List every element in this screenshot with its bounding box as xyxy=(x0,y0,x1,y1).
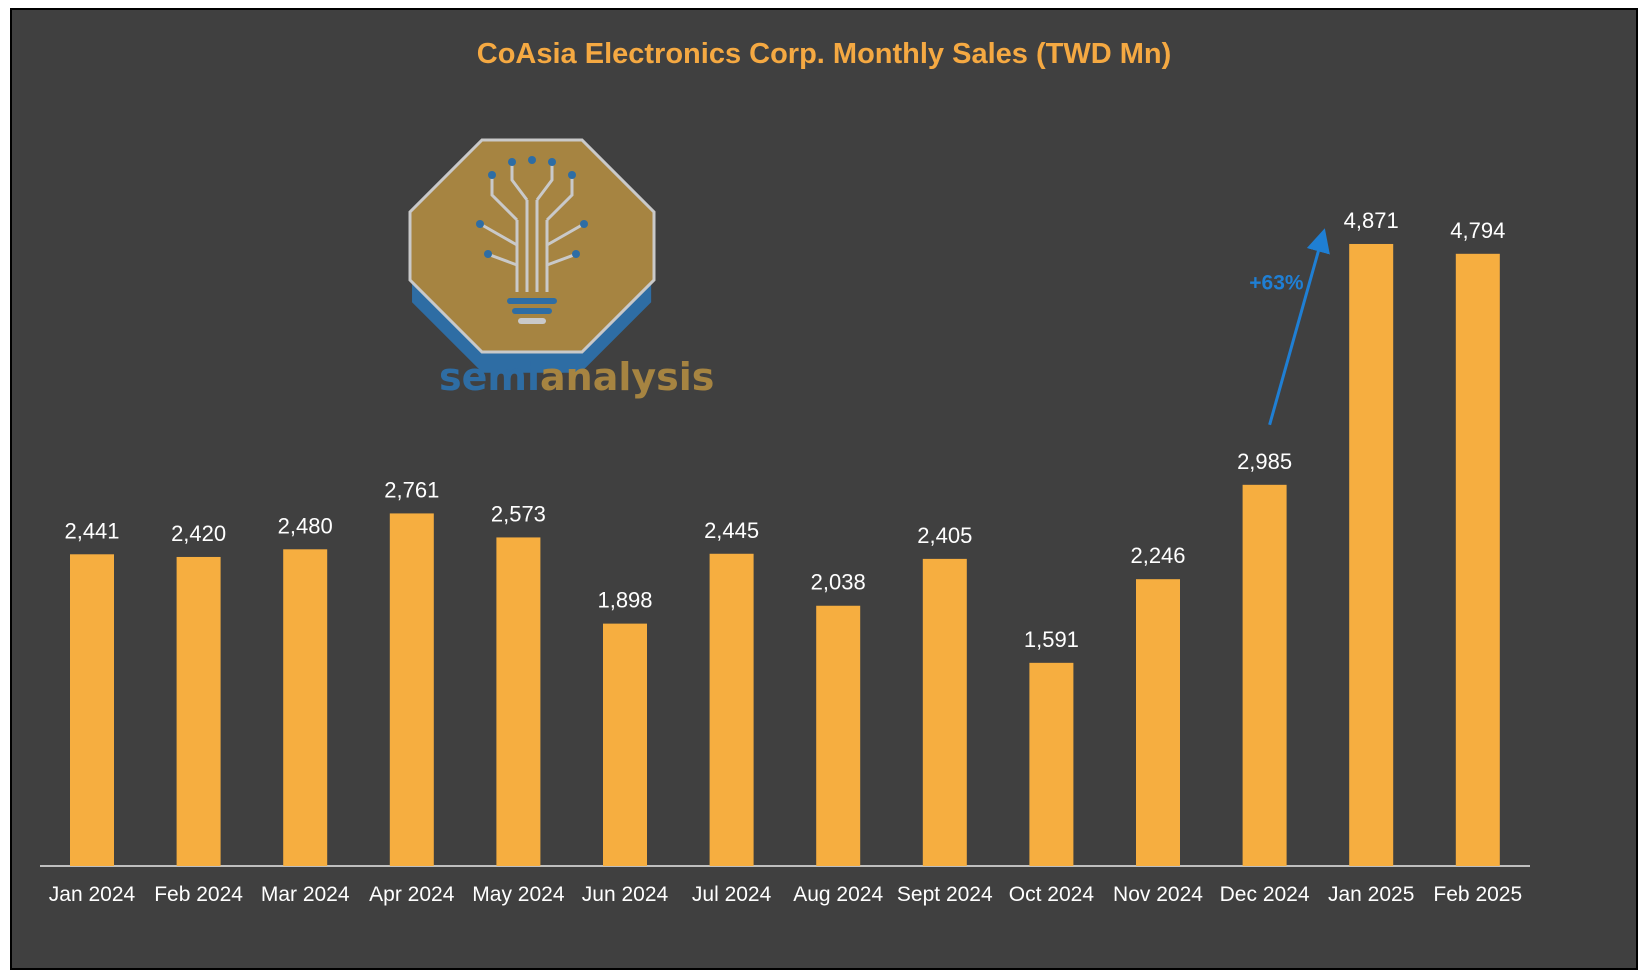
semianalysis-logo: semianalysis xyxy=(408,138,714,399)
category-label: Feb 2025 xyxy=(1433,883,1522,906)
category-label: Jun 2024 xyxy=(582,883,669,906)
data-label: 2,246 xyxy=(1130,543,1185,568)
category-label: Sept 2024 xyxy=(897,883,993,906)
category-label: Jan 2024 xyxy=(49,883,136,906)
data-label: 2,420 xyxy=(171,521,226,546)
logo-word-analysis: analysis xyxy=(540,355,714,399)
data-label: 2,480 xyxy=(278,513,333,538)
data-label: 4,794 xyxy=(1450,218,1505,243)
data-label: 1,591 xyxy=(1024,627,1079,652)
lightbulb-circuit-icon xyxy=(408,138,656,373)
data-label: 4,871 xyxy=(1344,208,1399,233)
value-labels-group: 2,441 2,420 2,480 2,761 2,573 1,898 2,445 2,038… xyxy=(64,208,1505,652)
logo-wordmark: semianalysis xyxy=(439,355,714,399)
category-label: May 2024 xyxy=(472,883,565,906)
bar xyxy=(1136,579,1180,866)
bars-group xyxy=(70,243,1500,867)
logo-word-semi: semi xyxy=(439,355,540,399)
category-label: Feb 2024 xyxy=(154,883,243,906)
bar-chart: semianalysis 2,441 2,420 2,480 2,761 2,573 1,… xyxy=(40,138,1530,906)
data-label: 2,445 xyxy=(704,518,759,543)
data-label: 2,573 xyxy=(491,501,546,526)
bar xyxy=(496,537,541,866)
bar xyxy=(176,556,221,866)
bar xyxy=(389,513,434,866)
bar xyxy=(70,554,114,866)
bar xyxy=(816,605,861,866)
bar xyxy=(1029,662,1074,866)
category-labels-group: Jan 2024 Feb 2024 Mar 2024 Apr 2024 May 2024… xyxy=(49,883,1522,906)
data-label: 2,441 xyxy=(64,518,119,543)
data-label: 2,038 xyxy=(811,570,866,595)
bar xyxy=(922,558,967,866)
bar xyxy=(603,623,647,866)
bar xyxy=(709,553,754,866)
category-label: Apr 2024 xyxy=(369,883,455,906)
growth-annotation: +63% xyxy=(1249,271,1304,294)
growth-arrow xyxy=(1268,228,1330,426)
category-label: Nov 2024 xyxy=(1113,883,1203,906)
category-label: Aug 2024 xyxy=(793,883,883,906)
bar xyxy=(1455,253,1500,866)
chart-frame: CoAsia Electronics Corp. Monthly Sales (… xyxy=(10,8,1638,970)
data-label: 1,898 xyxy=(597,588,652,613)
category-label: Mar 2024 xyxy=(261,883,350,906)
category-label: Jan 2025 xyxy=(1328,883,1414,906)
data-label: 2,761 xyxy=(384,477,439,502)
bar xyxy=(1242,484,1287,866)
chart-title: CoAsia Electronics Corp. Monthly Sales (… xyxy=(476,38,1172,70)
bar xyxy=(283,549,328,866)
bar xyxy=(1349,243,1394,867)
data-label: 2,985 xyxy=(1237,449,1292,474)
category-label: Dec 2024 xyxy=(1220,883,1310,906)
data-label: 2,405 xyxy=(917,523,972,548)
category-label: Oct 2024 xyxy=(1009,883,1095,906)
category-label: Jul 2024 xyxy=(692,883,772,906)
